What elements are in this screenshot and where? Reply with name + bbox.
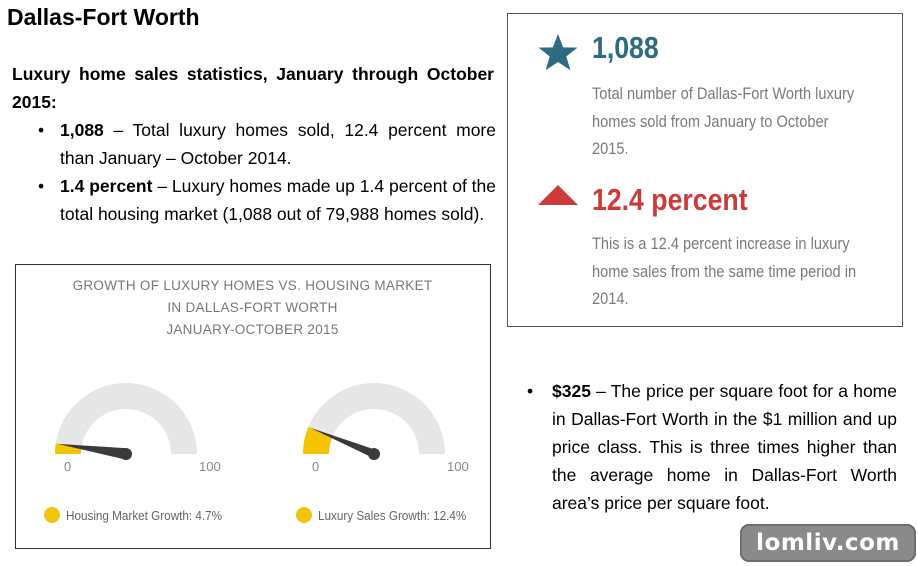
price-bullet-list: • $325 – The price per square foot for a … [527, 377, 897, 517]
chart-title-line: JANUARY-OCTOBER 2015 [166, 322, 339, 337]
gauge-min-label: 0 [312, 459, 320, 474]
chart-title: GROWTH OF LUXURY HOMES VS. HOUSING MARKE… [16, 275, 489, 341]
bullet-icon: • [38, 176, 45, 196]
legend-label: Housing Market Growth: 4.7% [66, 508, 223, 523]
list-item: • $325 – The price per square foot for a … [527, 377, 897, 517]
bullet-text: – The price per square foot for a home i… [552, 381, 897, 513]
gauge-needle [57, 443, 127, 460]
gauge-max-label: 100 [199, 459, 221, 474]
gauge-track [55, 383, 197, 455]
gauge-fill [303, 427, 333, 455]
stat-value: 12.4 percent [592, 182, 748, 217]
list-item: • 1.4 percent – Luxury homes made up 1.4 … [36, 172, 496, 228]
gauge-max-label: 100 [447, 459, 469, 474]
gauge-min-label: 0 [64, 459, 72, 474]
stat-description: This is a 12.4 percent increase in luxur… [592, 234, 857, 308]
star-icon [538, 34, 578, 71]
bullet-text: – Luxury homes made up 1.4 percent of th… [60, 176, 497, 224]
gauges-svg [55, 383, 445, 460]
bullet-bold: $325 [552, 381, 591, 401]
gauge-hub [120, 448, 132, 460]
legend-dot [296, 507, 312, 523]
up-triangle-icon [538, 185, 578, 205]
watermark-logo: lomliv.com [740, 524, 916, 562]
stat-value: 1,088 [592, 30, 659, 65]
gauge-needle [310, 427, 377, 460]
bullet-bold: 1,088 [60, 120, 104, 140]
intro-bullet-list: • 1,088 – Total luxury homes sold, 12.4 p… [36, 116, 496, 228]
gauge-track [303, 383, 445, 455]
stats-panel: 1,088 Total number of Dallas-Fort Worth … [507, 13, 903, 327]
list-item: • 1,088 – Total luxury homes sold, 12.4 p… [36, 116, 496, 172]
chart-title-line: GROWTH OF LUXURY HOMES VS. HOUSING MARKE… [72, 278, 433, 293]
chart-title-line: IN DALLAS-FORT WORTH [167, 300, 338, 315]
gauge-hub [368, 448, 380, 460]
legend-dot [44, 507, 60, 523]
gauge-fill [55, 443, 82, 455]
stat-description: Total number of Dallas-Fort Worth luxury… [592, 84, 855, 158]
intro-heading: Luxury home sales statistics, January th… [12, 64, 494, 112]
bullet-icon: • [38, 120, 45, 140]
legend-label: Luxury Sales Growth: 12.4% [318, 508, 467, 523]
gauge-chart-panel: GROWTH OF LUXURY HOMES VS. HOUSING MARKE… [15, 264, 491, 549]
page-title: Dallas-Fort Worth [7, 4, 200, 30]
bullet-text: – Total luxury homes sold, 12.4 percent … [60, 120, 496, 168]
bullet-bold: 1.4 percent [60, 176, 153, 196]
bullet-icon: • [527, 381, 534, 401]
